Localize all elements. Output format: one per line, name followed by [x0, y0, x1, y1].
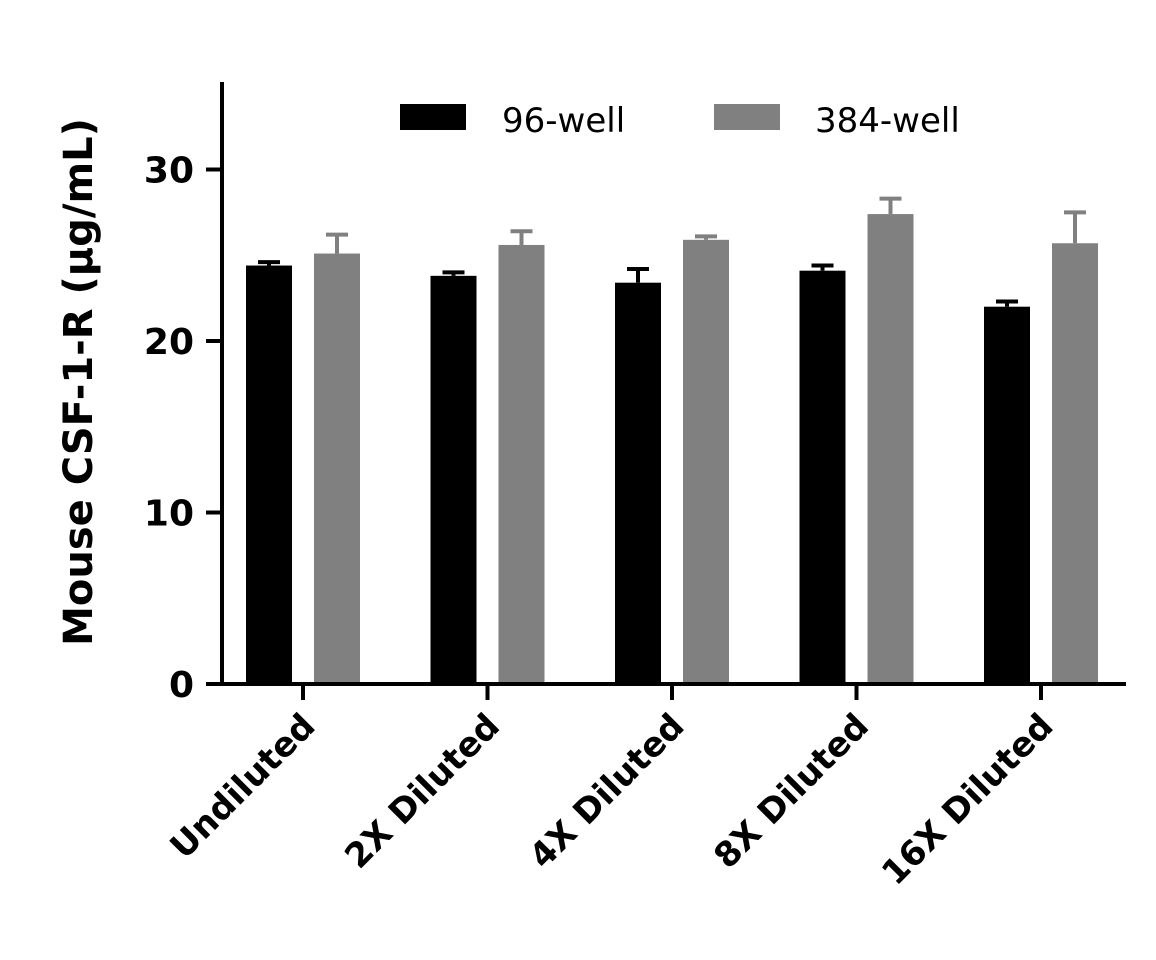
bar-series1-2 [615, 282, 661, 684]
x-category-label-2: 4X Diluted [522, 706, 692, 876]
bar-series1-1 [430, 275, 477, 684]
bar-series2-2 [683, 239, 729, 684]
y-tick-label-30: 30 [144, 151, 194, 192]
x-category-label-0: Undiluted [163, 706, 324, 867]
legend-swatch-2 [714, 104, 780, 130]
x-category-label-4: 16X Diluted [874, 706, 1061, 893]
bar-series2-0 [314, 253, 360, 684]
y-axis-title: Mouse CSF-1-R (µg/mL) [56, 118, 102, 646]
bar-series1-4 [984, 306, 1030, 684]
y-tick-label-0: 0 [169, 665, 194, 706]
bar-series2-4 [1052, 243, 1098, 684]
x-category-label-3: 8X Diluted [706, 706, 876, 876]
x-category-label-1: 2X Diluted [337, 706, 507, 876]
bar-series2-3 [867, 214, 914, 684]
y-axis-title-group: Mouse CSF-1-R (µg/mL) [56, 118, 102, 646]
bar-series2-1 [498, 244, 545, 684]
y-tick-label-10: 10 [144, 494, 194, 535]
legend-label-2: 384-well [815, 101, 960, 141]
legend-label-1: 96-well [502, 101, 625, 141]
y-tick-label-20: 20 [144, 322, 194, 363]
legend: 96-well 384-well [400, 101, 960, 141]
bar-series1-3 [799, 270, 846, 684]
bars [246, 196, 1098, 684]
legend-swatch-1 [400, 104, 466, 130]
bar-series1-0 [246, 265, 292, 684]
